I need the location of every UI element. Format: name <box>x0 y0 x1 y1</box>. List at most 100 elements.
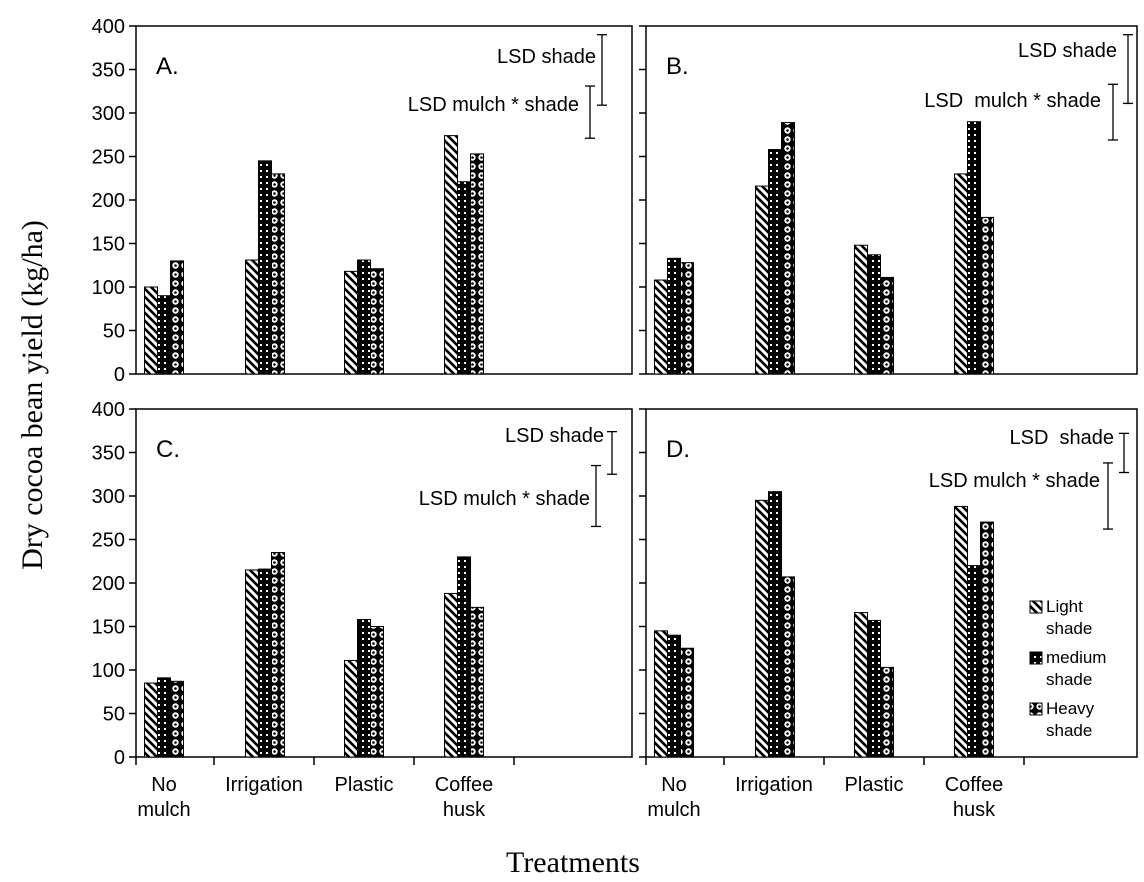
bar <box>755 185 769 375</box>
bar <box>667 634 681 758</box>
lsd-label: LSD mulch * shade <box>924 90 1101 112</box>
y-tick-label: 400 <box>92 16 125 38</box>
axis-titles-layer: Dry cocoa bean yield (kg/ha) Treatments <box>16 220 640 879</box>
x-tick-label: mulch <box>647 799 700 821</box>
y-tick-label: 50 <box>103 321 125 343</box>
bar <box>245 259 259 375</box>
bar <box>980 216 994 375</box>
bar <box>258 568 272 758</box>
bar <box>271 552 285 758</box>
y-tick-label: 150 <box>92 234 125 256</box>
x-tick-label: Coffee <box>945 774 1004 796</box>
legend-label: Light <box>1046 597 1083 616</box>
bar <box>654 630 668 758</box>
bar <box>271 173 285 375</box>
y-tick-label: 100 <box>92 660 125 682</box>
bar <box>444 135 458 375</box>
bar <box>967 121 981 375</box>
bar <box>344 659 358 758</box>
bar <box>954 505 968 758</box>
bar <box>768 149 782 375</box>
bar <box>768 491 782 758</box>
bar <box>370 626 384 758</box>
legend-swatch <box>1029 702 1043 716</box>
legend: Light shade medium shade Heavy shade <box>1029 597 1106 740</box>
bar <box>680 647 694 758</box>
y-tick-label: 350 <box>92 60 125 82</box>
x-tick-label: No <box>151 774 177 796</box>
bar <box>444 592 458 758</box>
bar <box>170 680 184 758</box>
x-tick-label: Coffee <box>435 774 494 796</box>
bar <box>867 619 881 758</box>
y-tick-label: 50 <box>103 704 125 726</box>
bar <box>457 556 471 758</box>
y-tick-label: 0 <box>114 747 125 769</box>
panel-label: C. <box>156 436 180 463</box>
y-tick-label: 200 <box>92 573 125 595</box>
bar <box>344 270 358 375</box>
lsd-label: LSD mulch * shade <box>929 470 1100 492</box>
lsd-label: LSD shade <box>505 425 604 447</box>
bar <box>157 295 171 375</box>
panel-2: B. LSD shade LSD mulch * shade <box>639 25 1138 375</box>
lsd-label: LSD shade <box>497 46 596 68</box>
bar <box>867 254 881 375</box>
bar <box>954 173 968 375</box>
bar <box>854 244 868 375</box>
panel-1: 0 50 100 150 200 250 300 350 400 A. LSD shade LSD m… <box>92 16 633 386</box>
y-tick-label: 0 <box>114 364 125 386</box>
legend-swatch <box>1029 651 1043 665</box>
x-tick-label: Irrigation <box>735 774 813 796</box>
x-tick-label: Irrigation <box>225 774 303 796</box>
bar <box>680 262 694 375</box>
bar <box>144 286 158 375</box>
legend-swatch <box>1029 600 1043 614</box>
y-tick-label: 300 <box>92 103 125 125</box>
bar <box>370 268 384 375</box>
bar <box>980 521 994 758</box>
bar <box>245 569 259 758</box>
lsd-label: LSD mulch * shade <box>408 94 579 116</box>
bar <box>667 257 681 375</box>
y-tick-label: 200 <box>92 190 125 212</box>
y-tick-label: 150 <box>92 617 125 639</box>
panels-layer: 0 50 100 150 200 250 300 350 400 A. LSD shade LSD m… <box>92 16 1138 821</box>
bar <box>755 499 769 758</box>
bar <box>781 576 795 758</box>
bar <box>157 677 171 758</box>
bar <box>654 279 668 375</box>
x-tick-label: Plastic <box>335 774 394 796</box>
bar <box>880 276 894 375</box>
lsd-label: LSD mulch * shade <box>419 488 590 510</box>
legend-label: shade <box>1046 619 1092 638</box>
x-tick-label: husk <box>443 799 486 821</box>
panel-4: No mulch Irrigation Plastic Coffee husk D. LSD … <box>639 408 1138 821</box>
bar <box>781 122 795 375</box>
x-tick-label: No <box>661 774 687 796</box>
x-axis-title: Treatments <box>506 846 640 879</box>
x-tick-label: Plastic <box>845 774 904 796</box>
y-tick-label: 350 <box>92 443 125 465</box>
bar <box>457 181 471 375</box>
x-tick-label: mulch <box>137 799 190 821</box>
y-tick-label: 100 <box>92 277 125 299</box>
bar <box>357 259 371 375</box>
legend-label: medium <box>1046 648 1106 667</box>
y-tick-label: 400 <box>92 399 125 421</box>
bar <box>470 606 484 758</box>
panel-label: B. <box>666 53 689 80</box>
panel-label: D. <box>666 436 690 463</box>
bar <box>967 565 981 758</box>
legend-label: shade <box>1046 670 1092 689</box>
lsd-label: LSD shade <box>1018 40 1117 62</box>
bar <box>357 619 371 758</box>
bar <box>854 612 868 758</box>
panel-3: 0 50 100 150 200 250 300 350 400 No mulch Irrigatio… <box>92 399 633 821</box>
legend-label: shade <box>1046 721 1092 740</box>
y-tick-label: 250 <box>92 530 125 552</box>
legend-label: Heavy <box>1046 699 1095 718</box>
panel-label: A. <box>156 53 179 80</box>
lsd-label: LSD shade <box>1009 427 1114 449</box>
